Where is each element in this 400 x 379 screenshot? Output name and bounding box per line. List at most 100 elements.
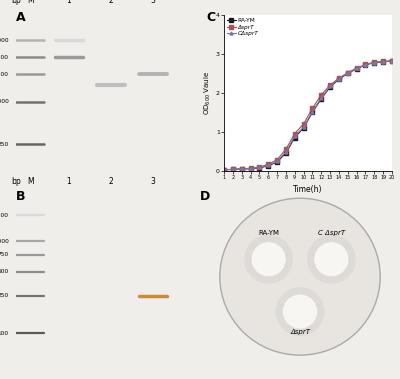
ΔsprT bbox=[222, 168, 226, 172]
CΔsprT bbox=[248, 166, 253, 171]
CΔsprT bbox=[381, 60, 386, 64]
Text: 1000: 1000 bbox=[0, 238, 9, 244]
Text: B: B bbox=[16, 190, 26, 202]
ΔsprT bbox=[336, 76, 341, 80]
Text: ΔsprT: ΔsprT bbox=[290, 329, 310, 335]
RA-YM bbox=[345, 71, 350, 76]
Text: 100: 100 bbox=[0, 330, 9, 336]
ΔsprT bbox=[390, 58, 394, 63]
ΔsprT bbox=[266, 162, 271, 167]
RA-YM bbox=[354, 66, 359, 71]
ΔsprT bbox=[275, 157, 280, 162]
Text: A: A bbox=[16, 11, 26, 24]
RA-YM bbox=[239, 167, 244, 171]
ΔsprT bbox=[310, 106, 315, 111]
ΔsprT bbox=[381, 59, 386, 64]
CΔsprT bbox=[354, 66, 359, 70]
Text: 15000: 15000 bbox=[0, 38, 9, 43]
Text: 2: 2 bbox=[109, 0, 114, 5]
CΔsprT bbox=[363, 63, 368, 67]
CΔsprT bbox=[239, 167, 244, 171]
CΔsprT bbox=[292, 134, 297, 139]
ΔsprT bbox=[239, 167, 244, 171]
CΔsprT bbox=[230, 167, 235, 172]
RA-YM bbox=[230, 167, 235, 172]
CΔsprT bbox=[336, 77, 341, 81]
Text: M: M bbox=[27, 177, 33, 186]
CΔsprT bbox=[257, 165, 262, 170]
RA-YM bbox=[336, 77, 341, 81]
ΔsprT bbox=[248, 166, 253, 171]
RA-YM bbox=[248, 166, 253, 171]
CΔsprT bbox=[328, 84, 332, 89]
ΔsprT bbox=[292, 132, 297, 136]
Ellipse shape bbox=[244, 235, 293, 283]
ΔsprT bbox=[257, 165, 262, 169]
Text: 1: 1 bbox=[66, 0, 71, 5]
CΔsprT bbox=[266, 163, 271, 168]
ΔsprT bbox=[301, 122, 306, 126]
ΔsprT bbox=[354, 66, 359, 70]
CΔsprT bbox=[390, 59, 394, 63]
Circle shape bbox=[314, 242, 349, 277]
CΔsprT bbox=[284, 150, 288, 154]
CΔsprT bbox=[372, 60, 377, 65]
RA-YM bbox=[310, 110, 315, 114]
Text: 750: 750 bbox=[0, 252, 9, 257]
ΔsprT bbox=[363, 62, 368, 67]
Text: C: C bbox=[206, 11, 215, 24]
Text: 5000: 5000 bbox=[0, 55, 9, 60]
CΔsprT bbox=[345, 71, 350, 75]
Circle shape bbox=[282, 294, 318, 329]
ΔsprT bbox=[230, 167, 235, 172]
Text: 2500: 2500 bbox=[0, 72, 9, 77]
ΔsprT bbox=[372, 60, 377, 64]
Text: 2000: 2000 bbox=[0, 213, 9, 218]
Text: 1: 1 bbox=[66, 177, 71, 186]
RA-YM bbox=[292, 135, 297, 140]
Circle shape bbox=[251, 242, 286, 277]
CΔsprT bbox=[319, 96, 324, 100]
RA-YM bbox=[266, 164, 271, 168]
Text: 500: 500 bbox=[0, 269, 9, 274]
Text: M: M bbox=[27, 0, 33, 5]
RA-YM bbox=[390, 59, 394, 63]
CΔsprT bbox=[301, 125, 306, 129]
CΔsprT bbox=[275, 159, 280, 163]
CΔsprT bbox=[222, 168, 226, 172]
Text: 250: 250 bbox=[0, 293, 9, 298]
Text: 2: 2 bbox=[109, 177, 114, 186]
Ellipse shape bbox=[276, 287, 324, 336]
RA-YM bbox=[284, 151, 288, 155]
RA-YM bbox=[301, 125, 306, 130]
Y-axis label: OD$_{600}$ Vaule: OD$_{600}$ Vaule bbox=[203, 71, 213, 115]
Text: 250: 250 bbox=[0, 142, 9, 147]
Ellipse shape bbox=[307, 235, 356, 283]
Text: C ΔsprT: C ΔsprT bbox=[318, 230, 345, 236]
ΔsprT bbox=[319, 92, 324, 97]
Legend: RA-YM, ΔsprT, CΔsprT: RA-YM, ΔsprT, CΔsprT bbox=[227, 18, 258, 36]
X-axis label: Time(h): Time(h) bbox=[293, 185, 323, 194]
Ellipse shape bbox=[220, 198, 380, 355]
Line: RA-YM: RA-YM bbox=[222, 60, 394, 171]
RA-YM bbox=[372, 60, 377, 65]
ΔsprT bbox=[345, 70, 350, 75]
RA-YM bbox=[257, 166, 262, 170]
RA-YM bbox=[381, 60, 386, 64]
Text: bp: bp bbox=[11, 177, 21, 186]
Text: RA-YM: RA-YM bbox=[258, 230, 279, 236]
Line: CΔsprT: CΔsprT bbox=[222, 60, 394, 171]
Text: 3: 3 bbox=[151, 0, 156, 5]
ΔsprT bbox=[328, 83, 332, 88]
Line: ΔsprT: ΔsprT bbox=[222, 59, 394, 171]
Text: D: D bbox=[200, 190, 210, 202]
Text: bp: bp bbox=[11, 0, 21, 5]
Text: 3: 3 bbox=[151, 177, 156, 186]
CΔsprT bbox=[310, 109, 315, 114]
RA-YM bbox=[363, 63, 368, 67]
RA-YM bbox=[275, 160, 280, 164]
RA-YM bbox=[319, 96, 324, 101]
ΔsprT bbox=[284, 147, 288, 152]
Text: 1000: 1000 bbox=[0, 99, 9, 104]
RA-YM bbox=[328, 85, 332, 89]
